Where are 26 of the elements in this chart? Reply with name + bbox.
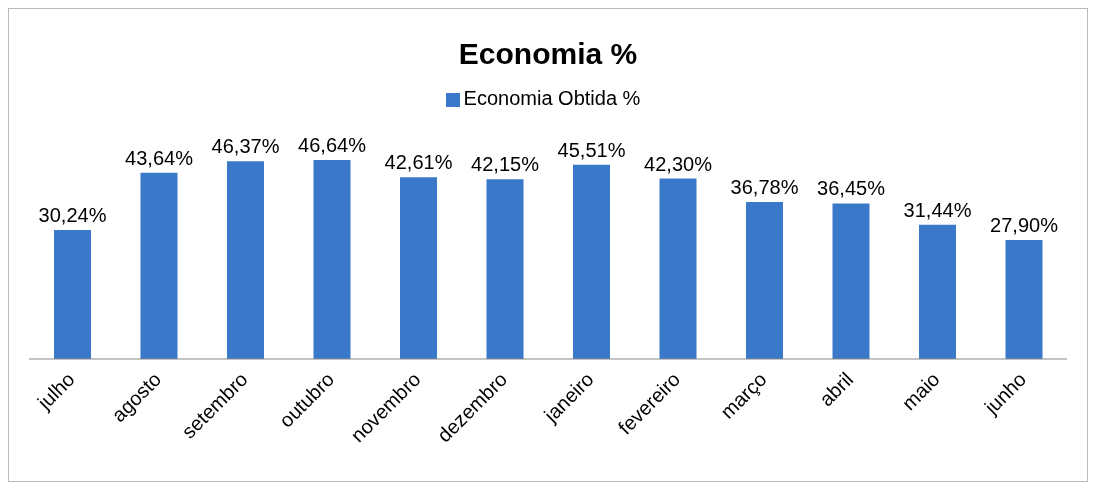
data-label: 42,15% [471,153,540,176]
data-label: 43,64% [125,146,194,169]
data-label: 42,61% [384,151,453,174]
data-label: 31,44% [903,198,972,221]
bar [919,224,956,359]
bar [140,172,178,359]
bar [659,178,697,359]
chart-title: Economia % [457,36,639,70]
legend-label: Economia Obtida % [463,87,641,109]
data-label: 36,45% [817,177,886,200]
data-label: 46,64% [298,134,367,156]
bar [486,179,524,359]
bar [54,229,91,359]
bar [832,203,870,359]
data-label: 46,37% [211,135,280,158]
data-label: 42,30% [644,152,713,175]
data-label: 27,90% [990,213,1059,236]
bar [573,164,610,359]
bar [313,160,351,359]
bar [400,177,437,359]
data-label: 45,51% [557,138,626,161]
bar [746,202,783,359]
data-label: 36,78% [730,176,799,199]
bar [227,161,264,359]
bar [1005,239,1043,359]
data-label: 30,24% [38,203,107,226]
